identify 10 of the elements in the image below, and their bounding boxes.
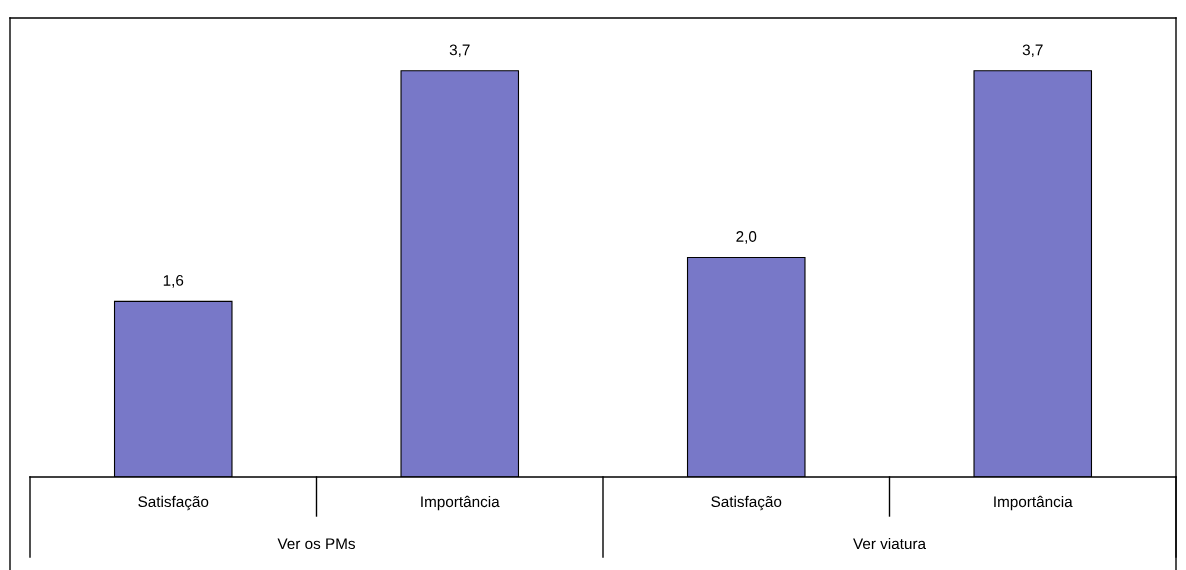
- data-label: 1,6: [163, 275, 184, 288]
- data-label: 3,7: [1022, 44, 1043, 58]
- text: Ver os PMs: [277, 538, 356, 550]
- x-tick-label: Importância: [994, 495, 1073, 511]
- data-label: 3,7: [449, 44, 470, 58]
- x-tick-label: Satisfação: [711, 495, 782, 511]
- x-tick-label: Importância: [421, 495, 500, 511]
- data-label: 2,0: [736, 231, 757, 244]
- text: Ver viatura: [853, 537, 927, 550]
- x-tick-label: Satisfação: [138, 495, 209, 511]
